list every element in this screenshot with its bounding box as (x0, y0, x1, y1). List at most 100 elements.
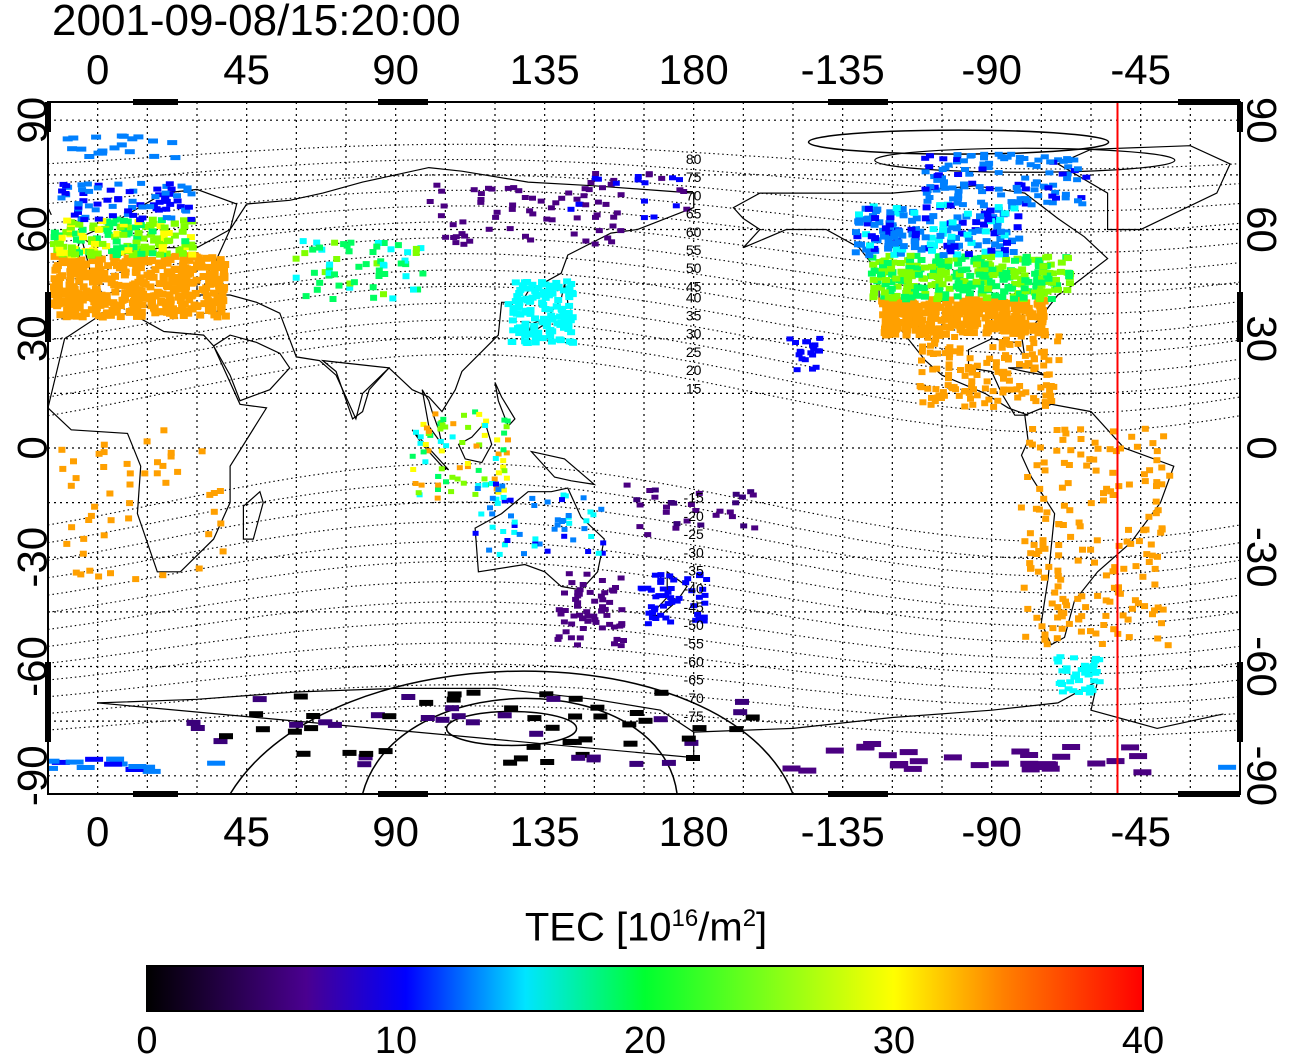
tec-point (74, 209, 82, 215)
tec-point (501, 468, 508, 474)
axis-labels: 0 45 90 135 180 -135 -90 -450 45 90 135 180 -135 -90-… (9, 46, 1286, 855)
tec-point (116, 302, 125, 310)
tec-point (949, 196, 958, 202)
tec-point (618, 607, 626, 613)
tec-point (138, 204, 147, 210)
tec-point (1014, 199, 1023, 205)
tec-point (613, 636, 621, 642)
tec-point (1001, 210, 1010, 217)
tec-point (913, 292, 922, 299)
tec-point (1049, 182, 1058, 188)
tec-point (591, 241, 599, 247)
contour-label: 40 (686, 289, 702, 305)
tec-point (1070, 157, 1079, 163)
tec-point (70, 458, 77, 465)
tec-point (88, 257, 97, 265)
tec-point (876, 268, 884, 275)
tec-point (94, 263, 103, 271)
tec-point (82, 269, 91, 277)
tec-point (221, 312, 230, 320)
tec-point (1059, 436, 1067, 443)
contour-label: -20 (684, 508, 704, 524)
tec-point (686, 755, 700, 761)
tec-point (1149, 611, 1156, 618)
tec-point (877, 271, 885, 278)
tec-point (112, 303, 121, 311)
tec-point (554, 636, 562, 642)
tec-point (56, 250, 65, 257)
tec-point (210, 267, 219, 275)
tec-point (932, 336, 940, 343)
tec-point (1145, 559, 1153, 565)
tec-point (871, 235, 880, 242)
tec-point (927, 401, 935, 408)
tec-point (1034, 568, 1042, 575)
tec-point (1062, 744, 1081, 750)
tec-point (500, 447, 507, 453)
tec-point (920, 275, 928, 282)
tec-point (581, 526, 588, 532)
tec-point (904, 269, 913, 276)
tec-point (1140, 471, 1148, 478)
tec-point (1000, 232, 1009, 239)
tec-point (694, 611, 702, 617)
tec-point (950, 273, 959, 280)
tec-point (509, 202, 517, 208)
tec-point (335, 282, 343, 289)
tec-point (1053, 282, 1062, 289)
tec-point (161, 190, 170, 196)
tec-point (1032, 398, 1040, 405)
tec-point (165, 269, 173, 277)
tec-point (100, 269, 109, 277)
tec-point (170, 232, 179, 239)
tec-point (948, 185, 957, 191)
tec-point (972, 278, 981, 285)
tec-point (585, 549, 592, 554)
tec-point (82, 260, 91, 268)
tec-point (893, 310, 902, 318)
tec-point (899, 303, 908, 311)
tec-point (580, 495, 587, 501)
tec-point (142, 223, 151, 230)
tec-point (1128, 605, 1136, 612)
tec-point (70, 212, 79, 218)
tec-point (53, 297, 62, 305)
tec-point (1034, 260, 1043, 267)
tec-point (929, 351, 937, 357)
tec-point (180, 217, 188, 224)
tec-point (380, 240, 388, 246)
tec-point (945, 364, 953, 371)
tec-point (66, 224, 75, 231)
tec-point (936, 332, 944, 339)
tec-point (981, 400, 989, 407)
tec-point (976, 254, 985, 261)
tec-point (941, 291, 950, 298)
tec-point (1141, 425, 1149, 432)
tec-point (74, 267, 82, 274)
tec-point (108, 307, 117, 314)
tec-point (454, 476, 461, 482)
tec-point (166, 201, 175, 207)
tec-point (996, 236, 1005, 242)
tec-point (952, 255, 961, 262)
tec-point (992, 283, 1001, 290)
tec-point (167, 140, 178, 146)
tec-point (410, 467, 417, 472)
tec-point (1139, 573, 1147, 580)
tec-point (1047, 392, 1055, 399)
tec-point (331, 271, 338, 278)
polar-contour (445, 710, 578, 747)
tec-point (184, 309, 193, 317)
tec-point (1063, 171, 1072, 177)
tec-point (640, 215, 648, 221)
tec-point (417, 434, 424, 440)
tec-point (543, 318, 551, 325)
tec-point (198, 263, 206, 271)
tec-point (176, 204, 185, 210)
tec-point (890, 299, 899, 306)
tec-point (133, 234, 142, 241)
tec-point (986, 207, 995, 214)
tec-point (48, 758, 60, 764)
tec-point (926, 153, 934, 159)
tec-point (898, 206, 907, 213)
